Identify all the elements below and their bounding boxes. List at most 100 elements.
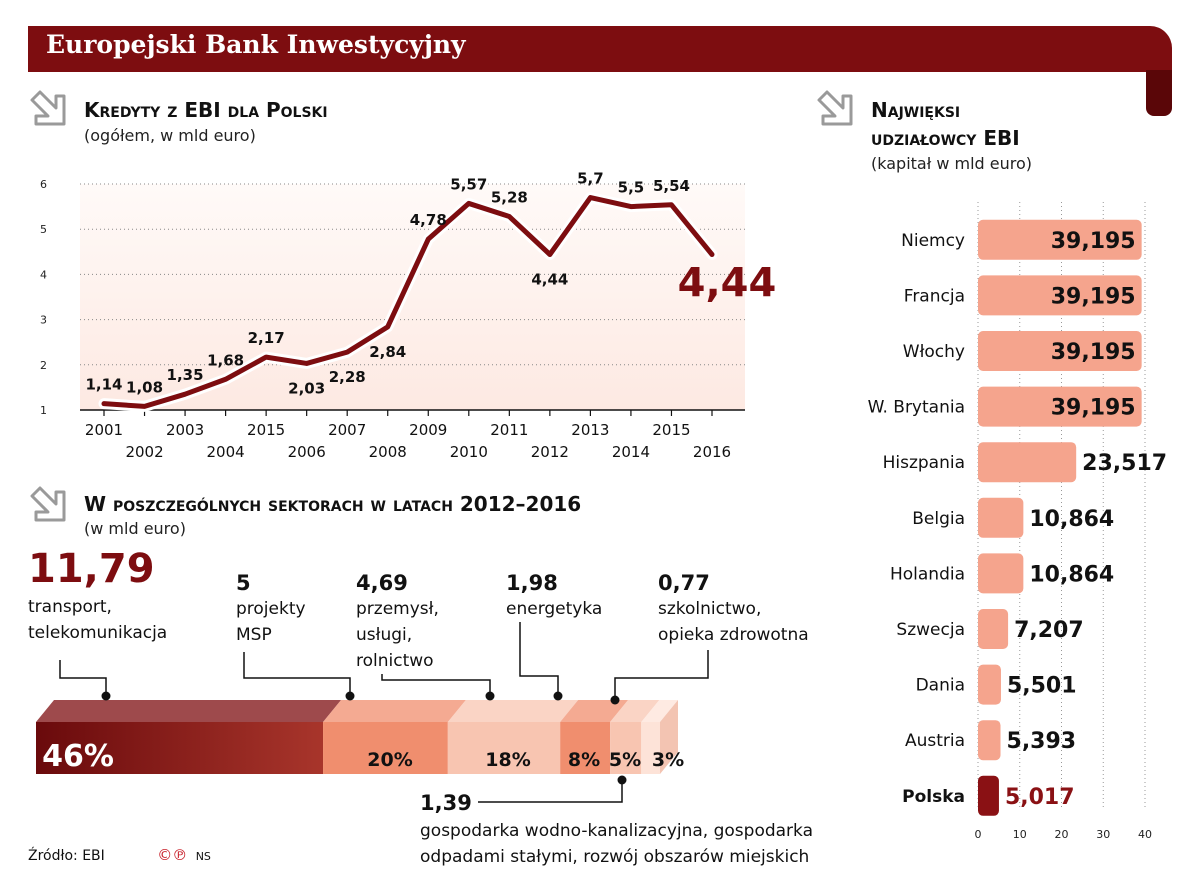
sector-value: 1,98 bbox=[506, 571, 558, 595]
bar-value-label: 39,195 bbox=[1051, 229, 1136, 254]
highlight-value-label: 4,44 bbox=[678, 261, 777, 307]
category-label: Austria bbox=[905, 731, 965, 751]
copyright-icons: ©℗ bbox=[157, 846, 188, 864]
bar-value-label: 5,393 bbox=[1007, 729, 1077, 754]
segment-front bbox=[447, 722, 561, 774]
data-label: 2,03 bbox=[288, 379, 325, 397]
arrow-down-right-icon bbox=[30, 486, 66, 522]
segment-percent-label: 3% bbox=[652, 749, 684, 771]
x-tick-label: 2016 bbox=[693, 443, 731, 461]
bar bbox=[978, 775, 999, 816]
callout-dot bbox=[345, 691, 355, 701]
callout-line bbox=[243, 652, 351, 696]
sectors-stacked-bar-chart: 46% 20% 18% 8% 5% 3% 11,79 transport, telekomuni… bbox=[28, 546, 813, 867]
callout-dot bbox=[617, 775, 627, 785]
callout-line bbox=[519, 622, 559, 696]
segment-percent-label: 46% bbox=[42, 739, 114, 774]
segment-front bbox=[641, 722, 660, 774]
x-tick-label: 2015 bbox=[652, 421, 690, 439]
sector-label: szkolnictwo, bbox=[658, 599, 761, 619]
bar bbox=[978, 609, 1009, 649]
x-tick-label: 0 bbox=[975, 828, 982, 841]
x-tick-label: 2013 bbox=[571, 421, 609, 439]
sector-label: usługi, bbox=[356, 625, 412, 645]
data-label: 4,78 bbox=[410, 211, 447, 229]
header-banner bbox=[28, 26, 1172, 72]
segment-front bbox=[560, 722, 611, 774]
sector-value: 11,79 bbox=[28, 546, 155, 592]
bar-chart-subtitle: (kapitał w mld euro) bbox=[871, 154, 1033, 173]
x-tick-label: 2009 bbox=[409, 421, 447, 439]
x-tick-label: 2002 bbox=[125, 443, 163, 461]
data-label: 4,44 bbox=[531, 271, 568, 289]
segment-top bbox=[560, 700, 629, 722]
callout-line bbox=[478, 780, 623, 803]
segment-percent-label: 18% bbox=[485, 749, 530, 771]
bar bbox=[978, 442, 1077, 483]
bar bbox=[978, 497, 1024, 538]
callout-dot bbox=[101, 691, 111, 701]
segment-percent-label: 20% bbox=[367, 749, 412, 771]
data-label: 1,08 bbox=[126, 378, 163, 396]
sector-label: przemysł, bbox=[356, 599, 439, 619]
y-tick-label: 3 bbox=[40, 314, 47, 327]
category-label: Francja bbox=[904, 286, 965, 306]
segment-top bbox=[610, 700, 660, 722]
series-line bbox=[101, 195, 715, 409]
category-label: W. Brytania bbox=[868, 398, 965, 418]
banner-ribbon-fold bbox=[1146, 70, 1172, 116]
sector-value: 5 bbox=[236, 571, 251, 595]
agency-label: NS bbox=[195, 850, 211, 863]
x-tick-label: 2008 bbox=[369, 443, 407, 461]
x-tick-label: 20 bbox=[1055, 828, 1069, 841]
y-tick-label: 2 bbox=[40, 359, 47, 372]
line-chart-subtitle: (ogółem, w mld euro) bbox=[84, 126, 256, 145]
data-label: 2,28 bbox=[329, 368, 366, 386]
bar-value-label: 23,517 bbox=[1082, 451, 1167, 476]
callout-line bbox=[59, 660, 107, 696]
x-tick-label: 2012 bbox=[531, 443, 569, 461]
data-label: 5,7 bbox=[577, 170, 604, 188]
data-label: 1,14 bbox=[85, 376, 122, 394]
category-label: Włochy bbox=[903, 342, 965, 362]
bar-value-label: 5,017 bbox=[1005, 785, 1075, 810]
source-text: Źródło: EBI bbox=[28, 848, 105, 864]
bar bbox=[978, 553, 1024, 594]
y-tick-label: 5 bbox=[40, 223, 47, 236]
category-label: Polska bbox=[902, 787, 965, 807]
callout-line bbox=[614, 650, 709, 700]
bar-side bbox=[660, 700, 678, 774]
shareholders-bar-chart: 0 10 20 30 40 Niemcy 39,195 Francja 39,195 Włochy… bbox=[868, 202, 1167, 841]
data-label: 5,5 bbox=[618, 179, 645, 197]
segment-front bbox=[323, 722, 448, 774]
callout-dot bbox=[485, 691, 495, 701]
sector-value: 1,39 bbox=[420, 791, 472, 815]
source-note: Źródło: EBI ©℗ NS bbox=[28, 846, 211, 864]
x-tick-label: 2014 bbox=[612, 443, 650, 461]
sectors-title: W poszczególnych sektorach w latach 2012… bbox=[84, 492, 582, 516]
category-label: Dania bbox=[916, 676, 965, 696]
segment-front bbox=[610, 722, 642, 774]
y-tick-label: 6 bbox=[40, 178, 47, 191]
data-label: 5,57 bbox=[450, 175, 487, 193]
x-tick-label: 2007 bbox=[328, 421, 366, 439]
x-tick-label: 2001 bbox=[85, 421, 123, 439]
bar bbox=[978, 386, 1142, 427]
sectors-subtitle: (w mld euro) bbox=[84, 519, 186, 538]
y-tick-label: 1 bbox=[40, 404, 47, 417]
sector-label: telekomunikacja bbox=[28, 623, 167, 643]
x-tick-label: 2004 bbox=[207, 443, 245, 461]
bar bbox=[978, 720, 1001, 761]
sector-label: rolnictwo bbox=[356, 651, 434, 671]
segment-percent-label: 5% bbox=[609, 749, 641, 771]
segment-top bbox=[36, 700, 342, 722]
callout-dot bbox=[610, 695, 620, 705]
bar-chart-title-line1: Najwięksi bbox=[871, 98, 961, 122]
bar bbox=[978, 219, 1142, 260]
line-chart-title: Kredyty z EBI dla Polski bbox=[84, 98, 328, 122]
sector-label: projekty bbox=[236, 599, 306, 619]
arrow-down-right-icon bbox=[817, 90, 853, 126]
bar-value-label: 7,207 bbox=[1014, 618, 1084, 643]
segment-top bbox=[641, 700, 678, 722]
sector-label: opieka zdrowotna bbox=[658, 625, 809, 645]
